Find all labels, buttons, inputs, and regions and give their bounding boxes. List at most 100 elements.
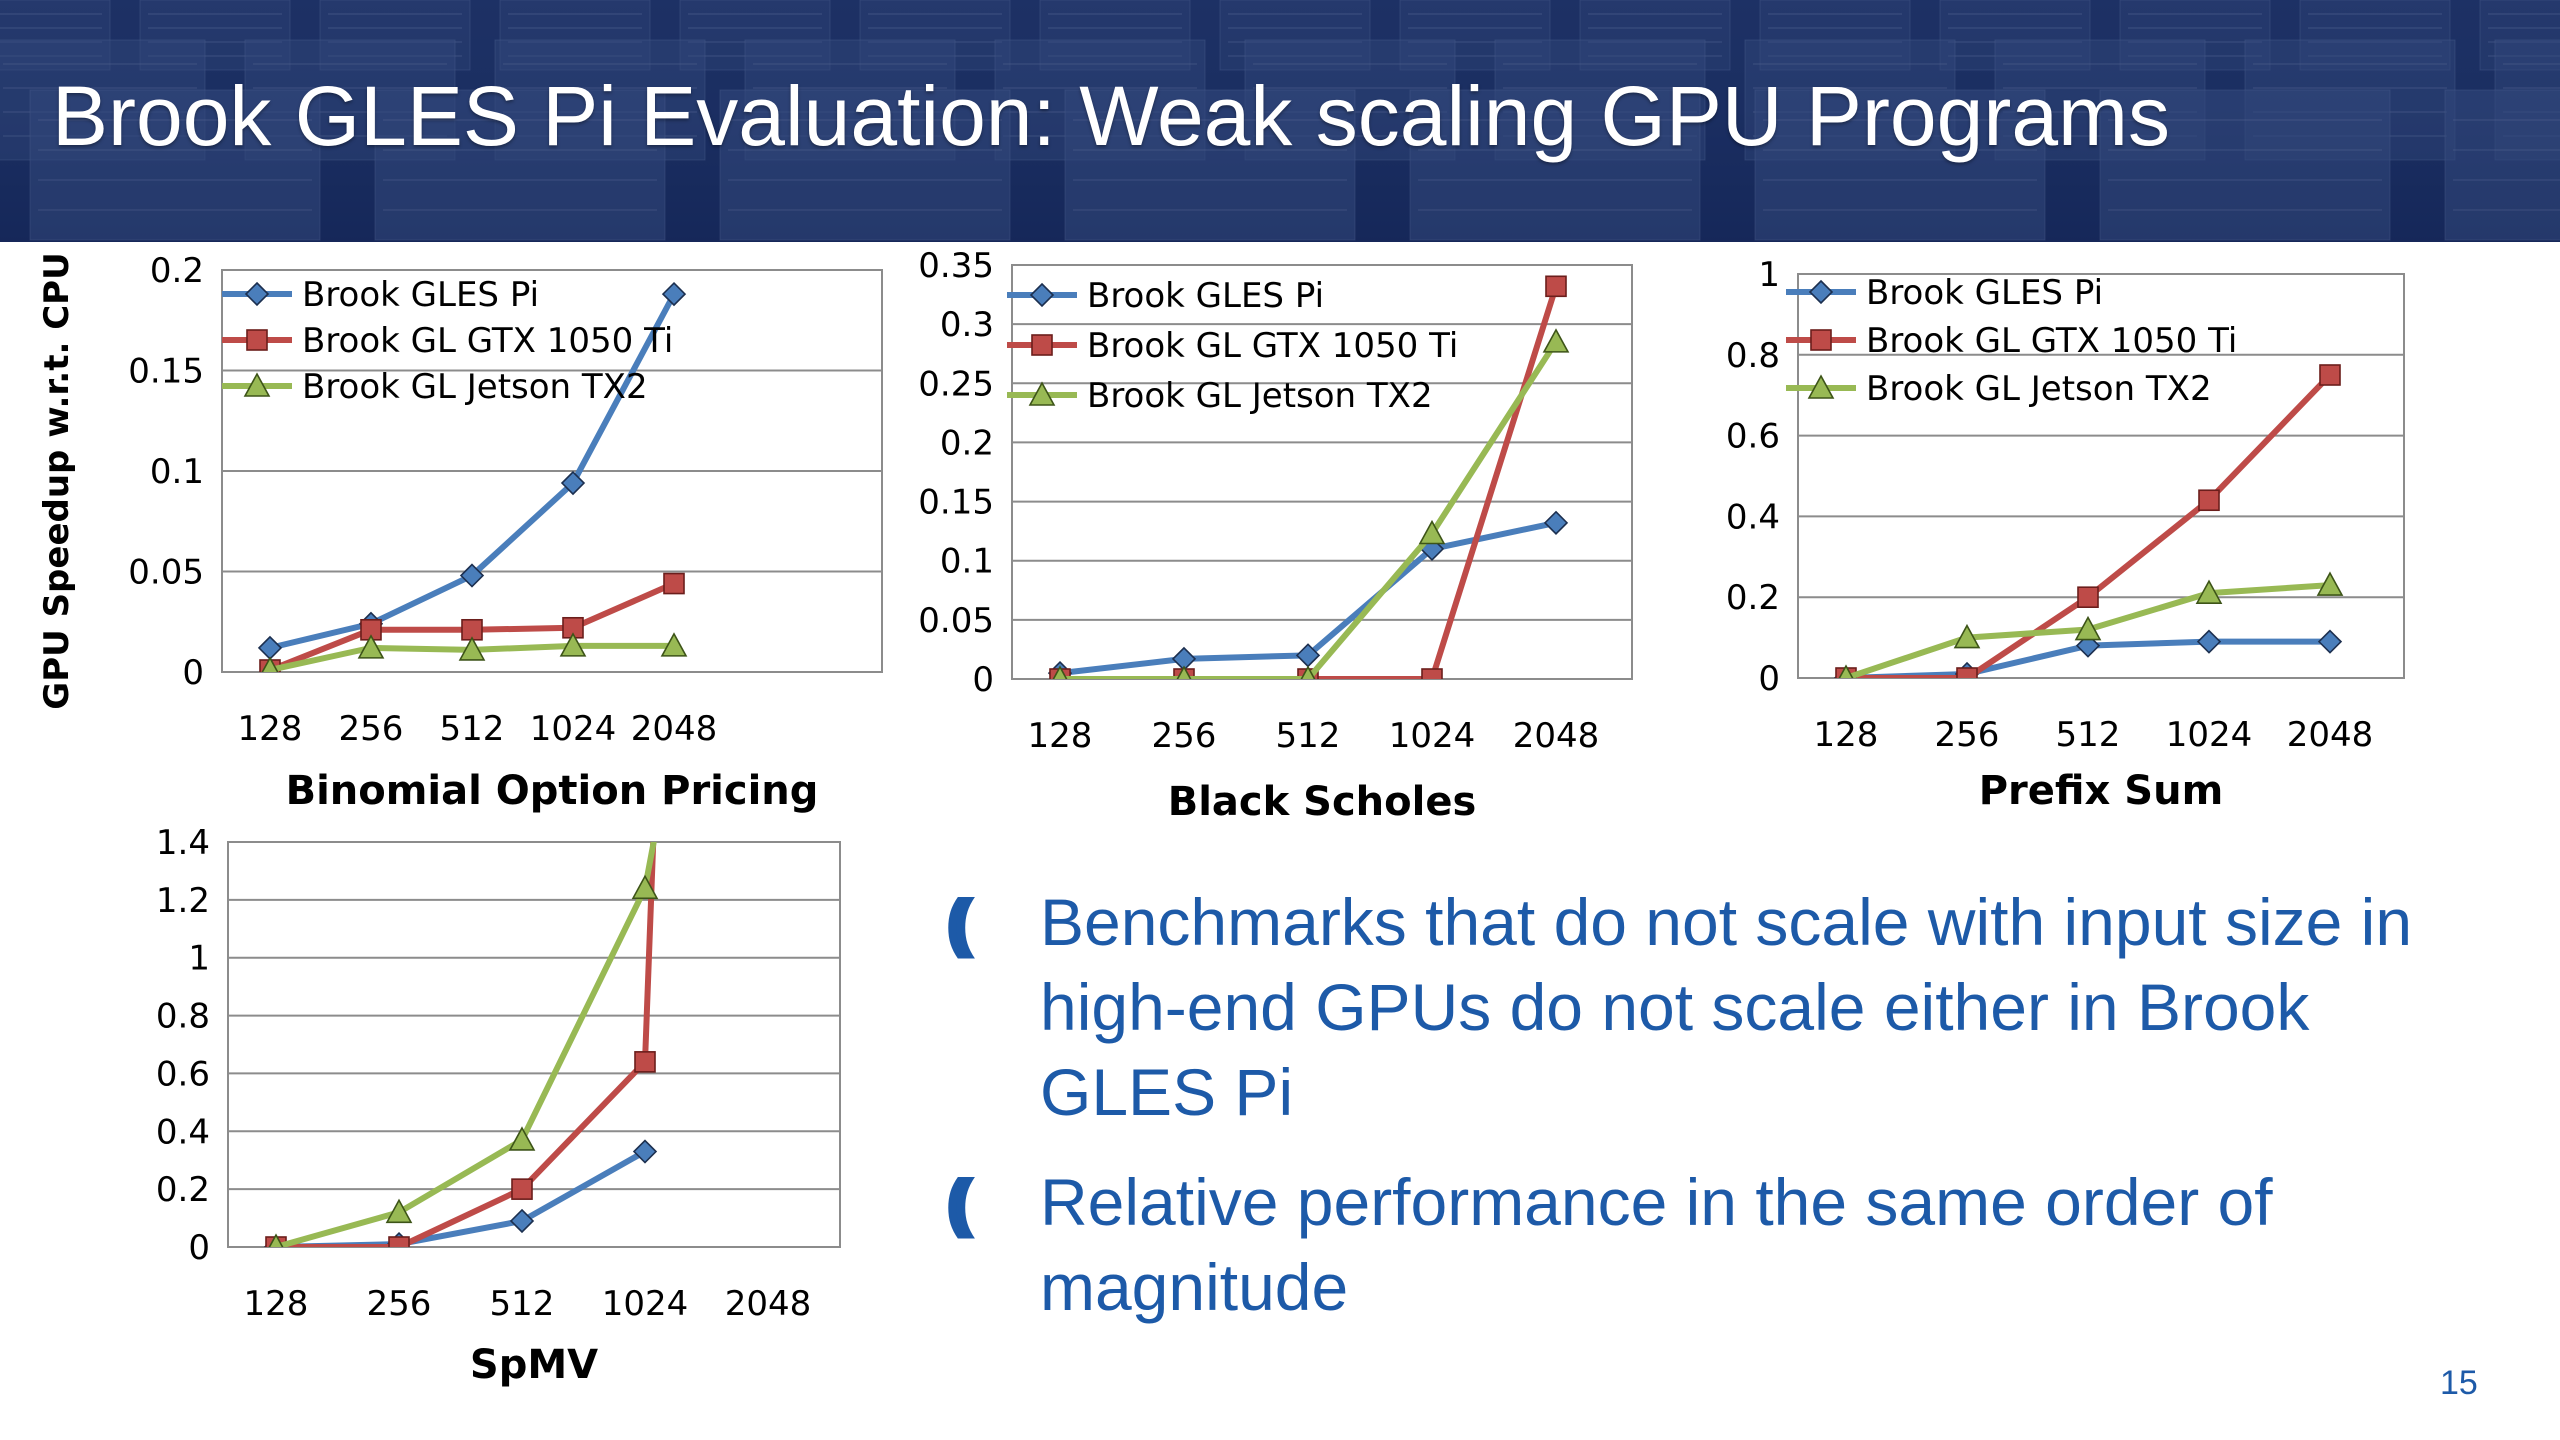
data-point [2196,629,2222,654]
server-rack [499,0,651,71]
data-point [1542,328,1570,353]
legend-marker [1808,279,1834,305]
y-tick-label: 0.15 [128,352,204,392]
server-rack [2299,0,2451,71]
x-tick-label: 256 [339,709,404,749]
server-rack [994,39,1206,161]
x-tick-label: 1024 [1389,716,1476,756]
series-brook-gl-gtx-1050-ti [1835,364,2341,678]
chart-binomial-option-pricing: 0 0.05 0.1 0.15 0.2 128 256 512 1024 2048 Brook GL… [37,251,883,814]
y-tick-label: 0.2 [156,1170,210,1210]
chart-title: Binomial Option Pricing [286,768,819,814]
data-point [357,634,385,659]
server-rack [1939,0,2091,71]
data-point [2074,615,2102,641]
chart-prefix-sum: 0 0.2 0.4 0.6 0.8 1 128 256 512 1024 2048 Brook GLE… [1726,255,2405,814]
server-rack [859,0,1011,71]
server-rack [2244,39,2456,161]
server-rack [1494,39,1706,161]
y-tick-label: 1 [1758,255,1780,295]
server-rack [1994,39,2206,161]
server-rack [1579,0,1731,71]
data-point [661,281,687,307]
x-tick-label: 1024 [530,709,617,749]
legend-marker [246,329,268,351]
y-tick-label: 0.35 [918,246,994,286]
data-point [1545,275,1567,298]
title-banner: Brook GLES Pi Evaluation: Weak scaling G… [0,0,2560,242]
legend-label: Brook GLES Pi [1866,273,2103,313]
series-line [1060,340,1559,679]
x-tick-label: 512 [440,709,505,749]
server-rack [2494,39,2560,161]
server-rack [319,0,471,71]
data-point [1052,665,1068,679]
y-tick-label: 1.4 [156,823,210,863]
server-rack [1759,0,1911,71]
server-room-background [0,0,2560,242]
server-rack [1399,0,1551,71]
data-point [2195,579,2223,604]
data-point [634,1051,656,1073]
series-brook-gl-jetson-tx2 [268,842,659,1247]
bullet-text: Relative performance in the same order o… [1040,1165,2273,1324]
data-point [663,572,685,595]
series-line [1060,285,1559,679]
x-tick-label: 2048 [1513,716,1600,756]
legend-marker [1029,282,1055,308]
legend-label: Brook GL Jetson TX2 [302,367,648,407]
chart-black-scholes: 0 0.05 0.1 0.15 0.2 0.25 0.3 0.35 128 256 512 1024 2… [918,246,1633,825]
y-tick-label: 0.8 [1726,336,1780,376]
data-point [2317,629,2343,654]
chart-title: Black Scholes [1168,779,1477,825]
x-tick-label: 256 [1152,716,1217,756]
y-tick-label: 0.05 [128,553,204,593]
x-tick-label: 128 [238,709,303,749]
data-point [632,1139,658,1164]
server-rack [2444,89,2560,241]
server-rack [1744,39,1956,161]
data-point [1838,664,1854,678]
legend-marker [1028,381,1056,406]
data-point [1953,623,1981,649]
bullet-text: Benchmarks that do not scale with input … [1040,885,2413,1129]
server-rack [1409,89,1701,241]
x-tick-label: 128 [244,1284,309,1324]
x-tick-label: 256 [367,1284,432,1324]
server-rack [244,39,456,161]
legend-marker [244,281,270,307]
data-point [1956,667,1978,678]
data-point [268,1233,284,1247]
series-brook-gl-jetson-tx2 [1052,328,1570,679]
y-tick-label: 0.4 [1726,497,1780,537]
legend-label: Brook GL GTX 1050 Ti [1866,321,2237,361]
y-tick-label: 0.6 [156,1054,210,1094]
series-brook-gl-jetson-tx2 [1838,571,2344,678]
x-tick-label: 128 [1028,716,1093,756]
legend-marker [1810,329,1832,351]
x-tick-label: 512 [490,1284,555,1324]
y-tick-label: 0.25 [918,364,994,404]
y-tick-label: 0.05 [918,601,994,641]
data-point [511,1178,533,1200]
x-tick-label: 1024 [2166,715,2253,755]
page-number: 15 [2440,1364,2478,1402]
banner-overlay [0,0,2560,242]
data-point [1418,519,1446,545]
server-rack [679,0,831,71]
server-rack [139,0,291,71]
legend-marker [1807,374,1835,399]
server-rack [29,89,321,241]
bullet-list: (( Benchmarks that do not scale with inp… [935,880,2495,1355]
series-layer [263,842,659,1247]
series-layer [1047,275,1570,679]
legend-label: Brook GL GTX 1050 Ti [302,321,673,361]
server-rack [494,39,706,161]
x-tick-label: 2048 [725,1284,812,1324]
x-tick-label: 512 [1276,716,1341,756]
y-tick-label: 0.2 [940,423,994,463]
server-racks [0,0,2560,241]
y-tick-label: 0.1 [940,542,994,582]
server-rack [374,89,666,241]
series-brook-gl-jetson-tx2 [261,632,688,672]
